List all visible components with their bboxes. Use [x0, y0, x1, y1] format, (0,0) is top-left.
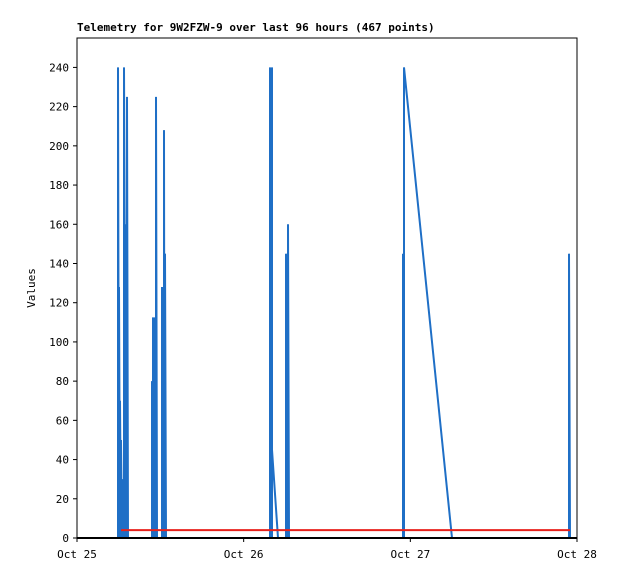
y-tick-label: 180	[49, 179, 69, 192]
series-line	[117, 67, 571, 539]
y-tick-label: 0	[62, 532, 69, 545]
x-tick-label: Oct 26	[224, 548, 264, 561]
x-tick-label: Oct 25	[57, 548, 97, 561]
y-tick-label: 60	[56, 414, 69, 427]
y-tick-label: 120	[49, 297, 69, 310]
y-tick-label: 20	[56, 493, 69, 506]
y-tick-label: 100	[49, 336, 69, 349]
y-tick-label: 220	[49, 101, 69, 114]
chart-title: Telemetry for 9W2FZW-9 over last 96 hour…	[77, 21, 435, 34]
y-axis-label: Values	[25, 268, 38, 308]
y-tick-label: 200	[49, 140, 69, 153]
y-tick-label: 140	[49, 257, 69, 270]
x-tick-label: Oct 27	[390, 548, 430, 561]
y-tick-label: 240	[49, 61, 69, 74]
y-tick-label: 40	[56, 454, 69, 467]
y-tick-label: 80	[56, 375, 69, 388]
y-tick-label: 160	[49, 218, 69, 231]
x-tick-label: Oct 28	[557, 548, 597, 561]
